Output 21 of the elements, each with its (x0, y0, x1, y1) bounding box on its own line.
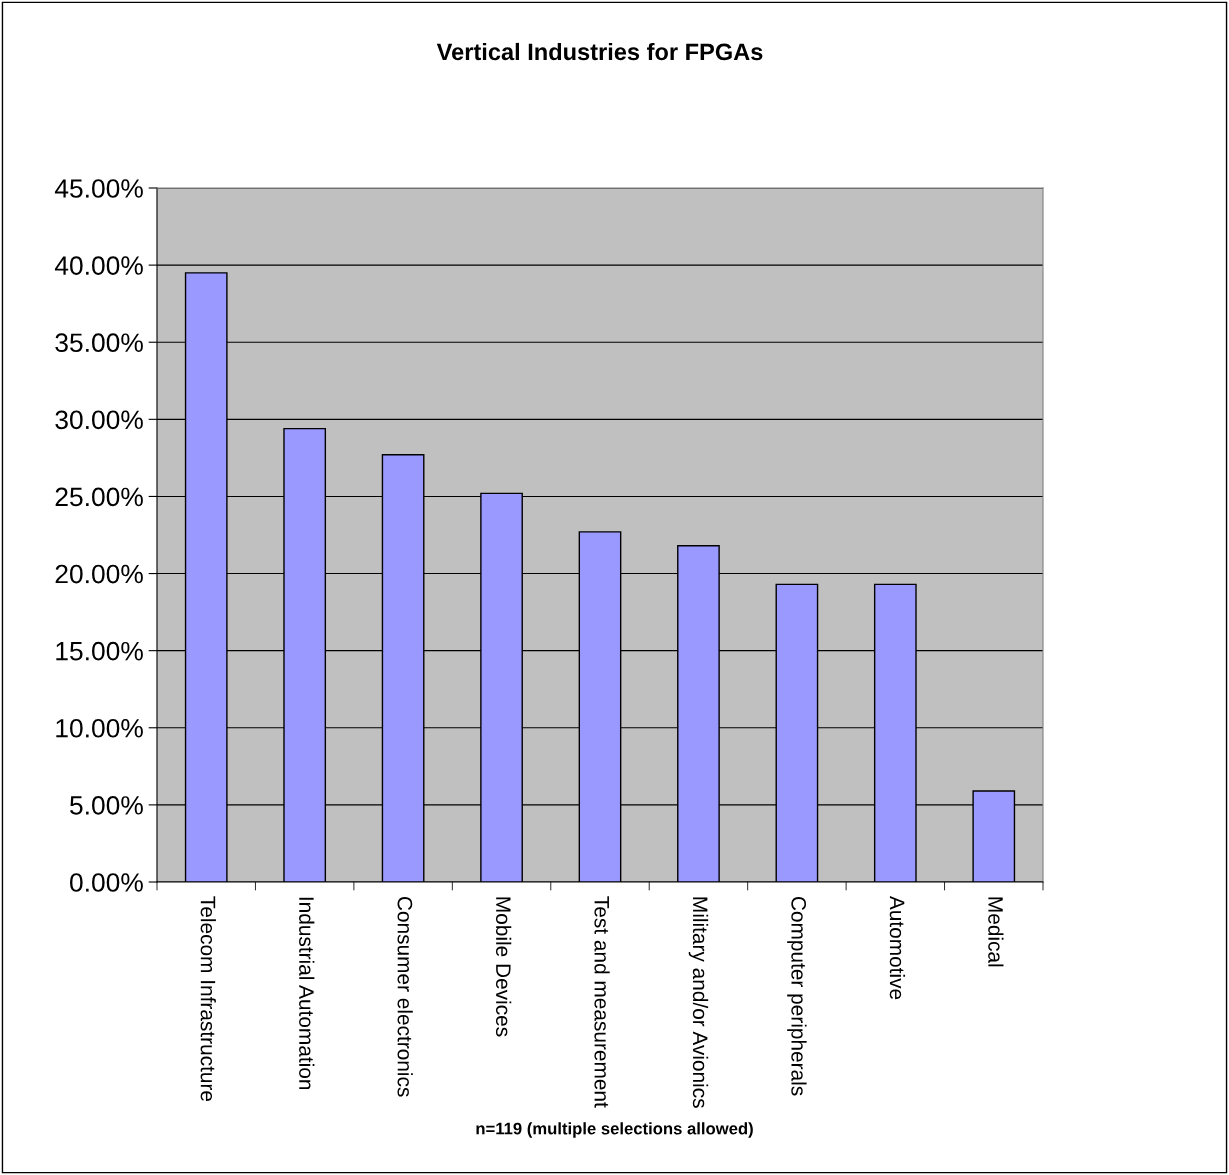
y-tick-label: 45.00% (54, 179, 143, 198)
y-tick-label: 35.00% (55, 333, 143, 353)
y-tick-label: 10.00% (56, 718, 143, 738)
y-tick-label: 30.00% (55, 410, 143, 430)
y-tick-label: 5.00% (70, 796, 143, 815)
y-tick-label: 25.00% (55, 487, 143, 507)
y-tick-label: 20.00% (55, 564, 143, 584)
x-tick-label: Telecom Infrastructure (200, 896, 216, 1102)
x-tick-label: Medical (988, 897, 1004, 967)
x-tick-label: Industrial Automation (299, 897, 315, 1090)
y-tick-label: 40.00% (54, 256, 143, 275)
text: n=119 (multiple selections allowed) (476, 1122, 753, 1138)
y-tick-label: 0.00% (70, 873, 143, 892)
x-tick-label: Computer peripherals (787, 896, 807, 1096)
x-tick-label: Test and measurement (594, 896, 610, 1108)
x-tick-label: Military and/or Avionics (688, 897, 709, 1108)
x-tick-label: Mobile Devices (495, 897, 512, 1037)
chart-title: Vertical Industries for FPGAs (436, 42, 763, 61)
y-tick-label: 15.00% (56, 641, 143, 661)
x-tick-label: Consumer electronics (397, 896, 413, 1097)
x-tick-label: Automotive (889, 895, 906, 1000)
